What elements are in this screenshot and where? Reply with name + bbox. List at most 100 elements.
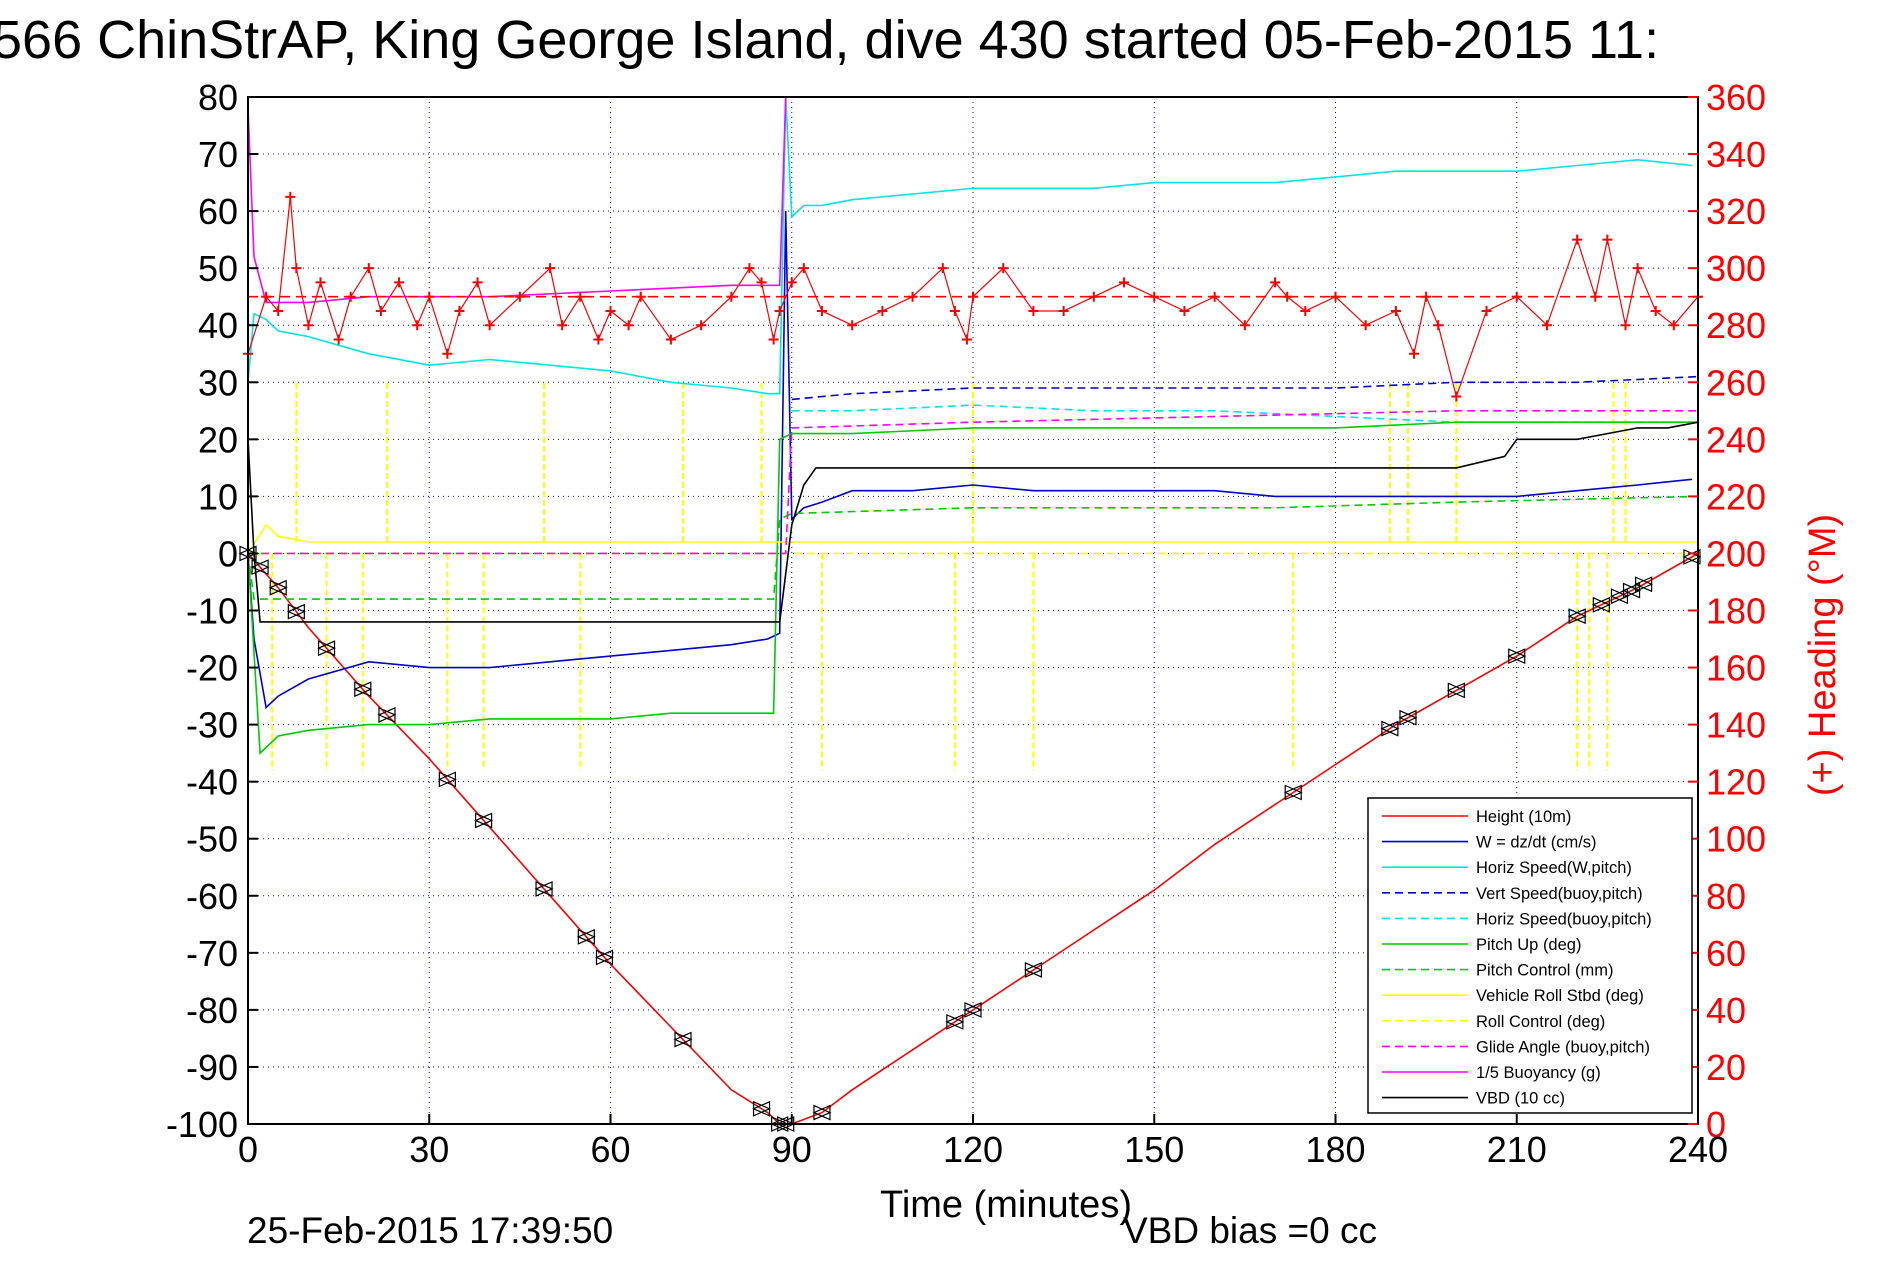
x-tick-label: 180 [1305, 1129, 1365, 1170]
series-w-dz-dt-cm-s- [247, 211, 1693, 710]
heading-point [1511, 291, 1522, 302]
depth-marker [437, 771, 457, 788]
depth-marker [250, 559, 270, 576]
heading-point [937, 263, 948, 274]
legend-entry: Pitch Up (deg) [1476, 936, 1581, 954]
y2-tick-label: 260 [1706, 362, 1766, 403]
depth-marker [1622, 582, 1642, 599]
heading-point [285, 191, 296, 202]
depth-marker [268, 579, 288, 596]
legend-entry: Glide Angle (buoy,pitch) [1476, 1038, 1650, 1056]
heading-point [1282, 291, 1293, 302]
depth-marker [576, 928, 596, 945]
y2-tick-label: 20 [1706, 1047, 1746, 1088]
heading-point [1119, 277, 1130, 288]
depth-marker [1634, 576, 1654, 593]
heading-point [412, 320, 423, 331]
heading-point [1149, 291, 1160, 302]
legend-box [1367, 797, 1693, 1114]
heading-point [472, 277, 483, 288]
y-tick-label: -100 [166, 1104, 238, 1145]
y2-tick-label: 320 [1706, 191, 1766, 232]
heading-point [315, 277, 326, 288]
depth-marker [812, 1104, 832, 1121]
heading-point [744, 263, 755, 274]
y-tick-label: 20 [198, 419, 238, 460]
heading-point [545, 263, 556, 274]
depth-marker [1283, 784, 1303, 801]
y-tick-label: 0 [218, 533, 238, 574]
heading-point [696, 320, 707, 331]
series-horiz-speed-buoy-pitch- [791, 404, 1698, 424]
series-1-5-buoyancy-g- [247, 96, 787, 304]
y-tick-label: 60 [198, 191, 238, 232]
depth-marker [594, 949, 614, 966]
depth-marker [317, 640, 337, 657]
y-tick-label: -60 [186, 876, 238, 917]
right-axis: 3603403203002802602402202001801601401201… [1688, 77, 1766, 1145]
heading-point [375, 305, 386, 316]
legend-entry: Vehicle Roll Stbd (deg) [1476, 987, 1644, 1005]
heading-point [949, 305, 960, 316]
series-glide-angle-buoy-pitch- [248, 409, 1698, 555]
heading-point [1409, 348, 1420, 359]
heading-point [1390, 305, 1401, 316]
heading-point [907, 291, 918, 302]
x-axis-label: Time (minutes) [880, 1184, 1132, 1226]
heading-point [303, 320, 314, 331]
y2-tick-label: 240 [1706, 419, 1766, 460]
heading-point [1541, 320, 1552, 331]
heading-point [798, 263, 809, 274]
heading-point [1650, 305, 1661, 316]
heading-point [847, 320, 858, 331]
depth-marker [673, 1031, 693, 1048]
heading-point [394, 277, 405, 288]
depth-markers [238, 545, 1702, 1132]
x-tick-label: 0 [238, 1129, 258, 1170]
y-tick-label: -40 [186, 762, 238, 803]
y2-tick-label: 140 [1706, 705, 1766, 746]
series-vert-speed-buoy-pitch- [791, 375, 1699, 401]
heading-point [635, 291, 646, 302]
legend-entry: VBD (10 cc) [1476, 1090, 1565, 1108]
y-tick-label: -90 [186, 1047, 238, 1088]
heading-point [454, 305, 465, 316]
heading-point [605, 305, 616, 316]
heading-point [1058, 305, 1069, 316]
chart-title: 566 ChinStrAP, King George Island, dive … [0, 10, 1659, 70]
y2-tick-label: 200 [1706, 533, 1766, 574]
legend-entry: Vert Speed(buoy,pitch) [1476, 885, 1643, 903]
heading-point [1300, 305, 1311, 316]
vbd-bias: VBD bias =0 cc [1123, 1210, 1377, 1251]
legend-entry: Horiz Speed(W,pitch) [1476, 859, 1632, 877]
y2-tick-label: 360 [1706, 77, 1766, 118]
heading-point [424, 291, 435, 302]
heading-point [1028, 305, 1039, 316]
heading-point [1330, 291, 1341, 302]
heading-point [1451, 391, 1462, 402]
depth-marker [963, 1001, 983, 1018]
depth-marker [1446, 682, 1466, 699]
heading-point [961, 334, 972, 345]
heading-point [998, 263, 1009, 274]
heading-series [243, 191, 1703, 402]
y2-tick-label: 80 [1706, 876, 1746, 917]
y2-tick-label: 160 [1706, 648, 1766, 689]
heading-point [968, 291, 978, 302]
heading-point [1239, 320, 1250, 331]
y2-tick-label: 120 [1706, 762, 1766, 803]
heading-point [877, 305, 888, 316]
x-tick-label: 120 [943, 1129, 1003, 1170]
heading-point [1209, 291, 1220, 302]
legend-entry: Horiz Speed(buoy,pitch) [1476, 910, 1652, 928]
heading-point [442, 348, 453, 359]
y2-tick-label: 0 [1706, 1104, 1726, 1145]
y2-tick-label: 340 [1706, 134, 1766, 175]
heading-point [1632, 263, 1643, 274]
y-tick-label: -30 [186, 705, 238, 746]
heading-point [575, 291, 586, 302]
legend-entry: Roll Control (deg) [1476, 1013, 1605, 1031]
heading-point [345, 291, 356, 302]
heading-point [816, 305, 827, 316]
